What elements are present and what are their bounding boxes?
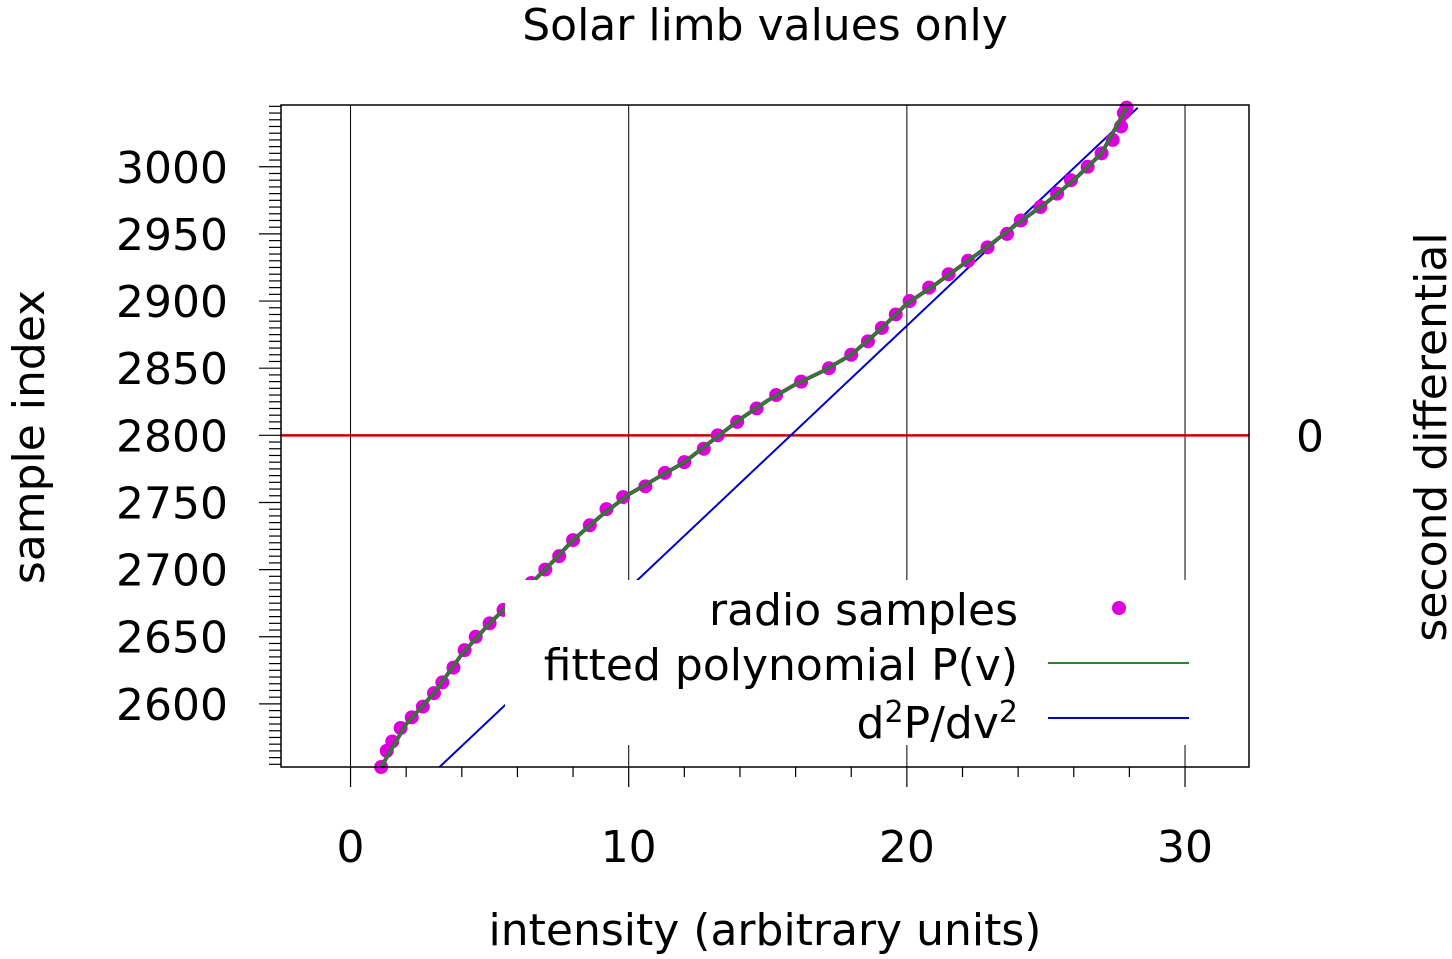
fit-line xyxy=(380,107,1128,768)
chart-title: Solar limb values only xyxy=(522,0,1008,51)
y2-tick-label-0: 0 xyxy=(1296,411,1324,462)
y-tick-label-2750: 2750 xyxy=(116,478,228,529)
x-tick-label-0: 0 xyxy=(337,822,365,873)
x-tick-label-20: 20 xyxy=(879,822,935,873)
x-axis-label: intensity (arbitrary units) xyxy=(489,905,1042,956)
y-tick-label-2600: 2600 xyxy=(116,680,228,731)
y-tick-label-2650: 2650 xyxy=(116,613,228,664)
y2-axis-label: second differential xyxy=(1406,232,1452,641)
y-tick-label-3000: 3000 xyxy=(116,143,228,194)
legend-label-samples: radio samples xyxy=(709,585,1018,636)
y-axis-label: sample index xyxy=(4,290,55,584)
y-tick-label-2900: 2900 xyxy=(116,277,228,328)
y-tick-label-2700: 2700 xyxy=(116,546,228,597)
x-tick-label-30: 30 xyxy=(1157,822,1213,873)
y-tick-label-2800: 2800 xyxy=(116,411,228,462)
y-tick-label-2950: 2950 xyxy=(116,210,228,261)
legend: radio samples fitted polynomial P(v) d2P… xyxy=(505,580,1245,749)
y-tick-label-2850: 2850 xyxy=(116,344,228,395)
plot-frame xyxy=(280,104,1250,768)
legend-marker-samples xyxy=(1112,601,1126,615)
x-tick-label-10: 10 xyxy=(601,822,657,873)
plot-area xyxy=(281,100,1249,774)
legend-label-second-diff: d2P/dv2 xyxy=(857,695,1018,749)
legend-label-fit: fitted polynomial P(v) xyxy=(544,640,1018,691)
axes: 0 10 20 30 2600 2650 2700 2750 2800 2850 2900 2950 3… xyxy=(116,104,1324,873)
